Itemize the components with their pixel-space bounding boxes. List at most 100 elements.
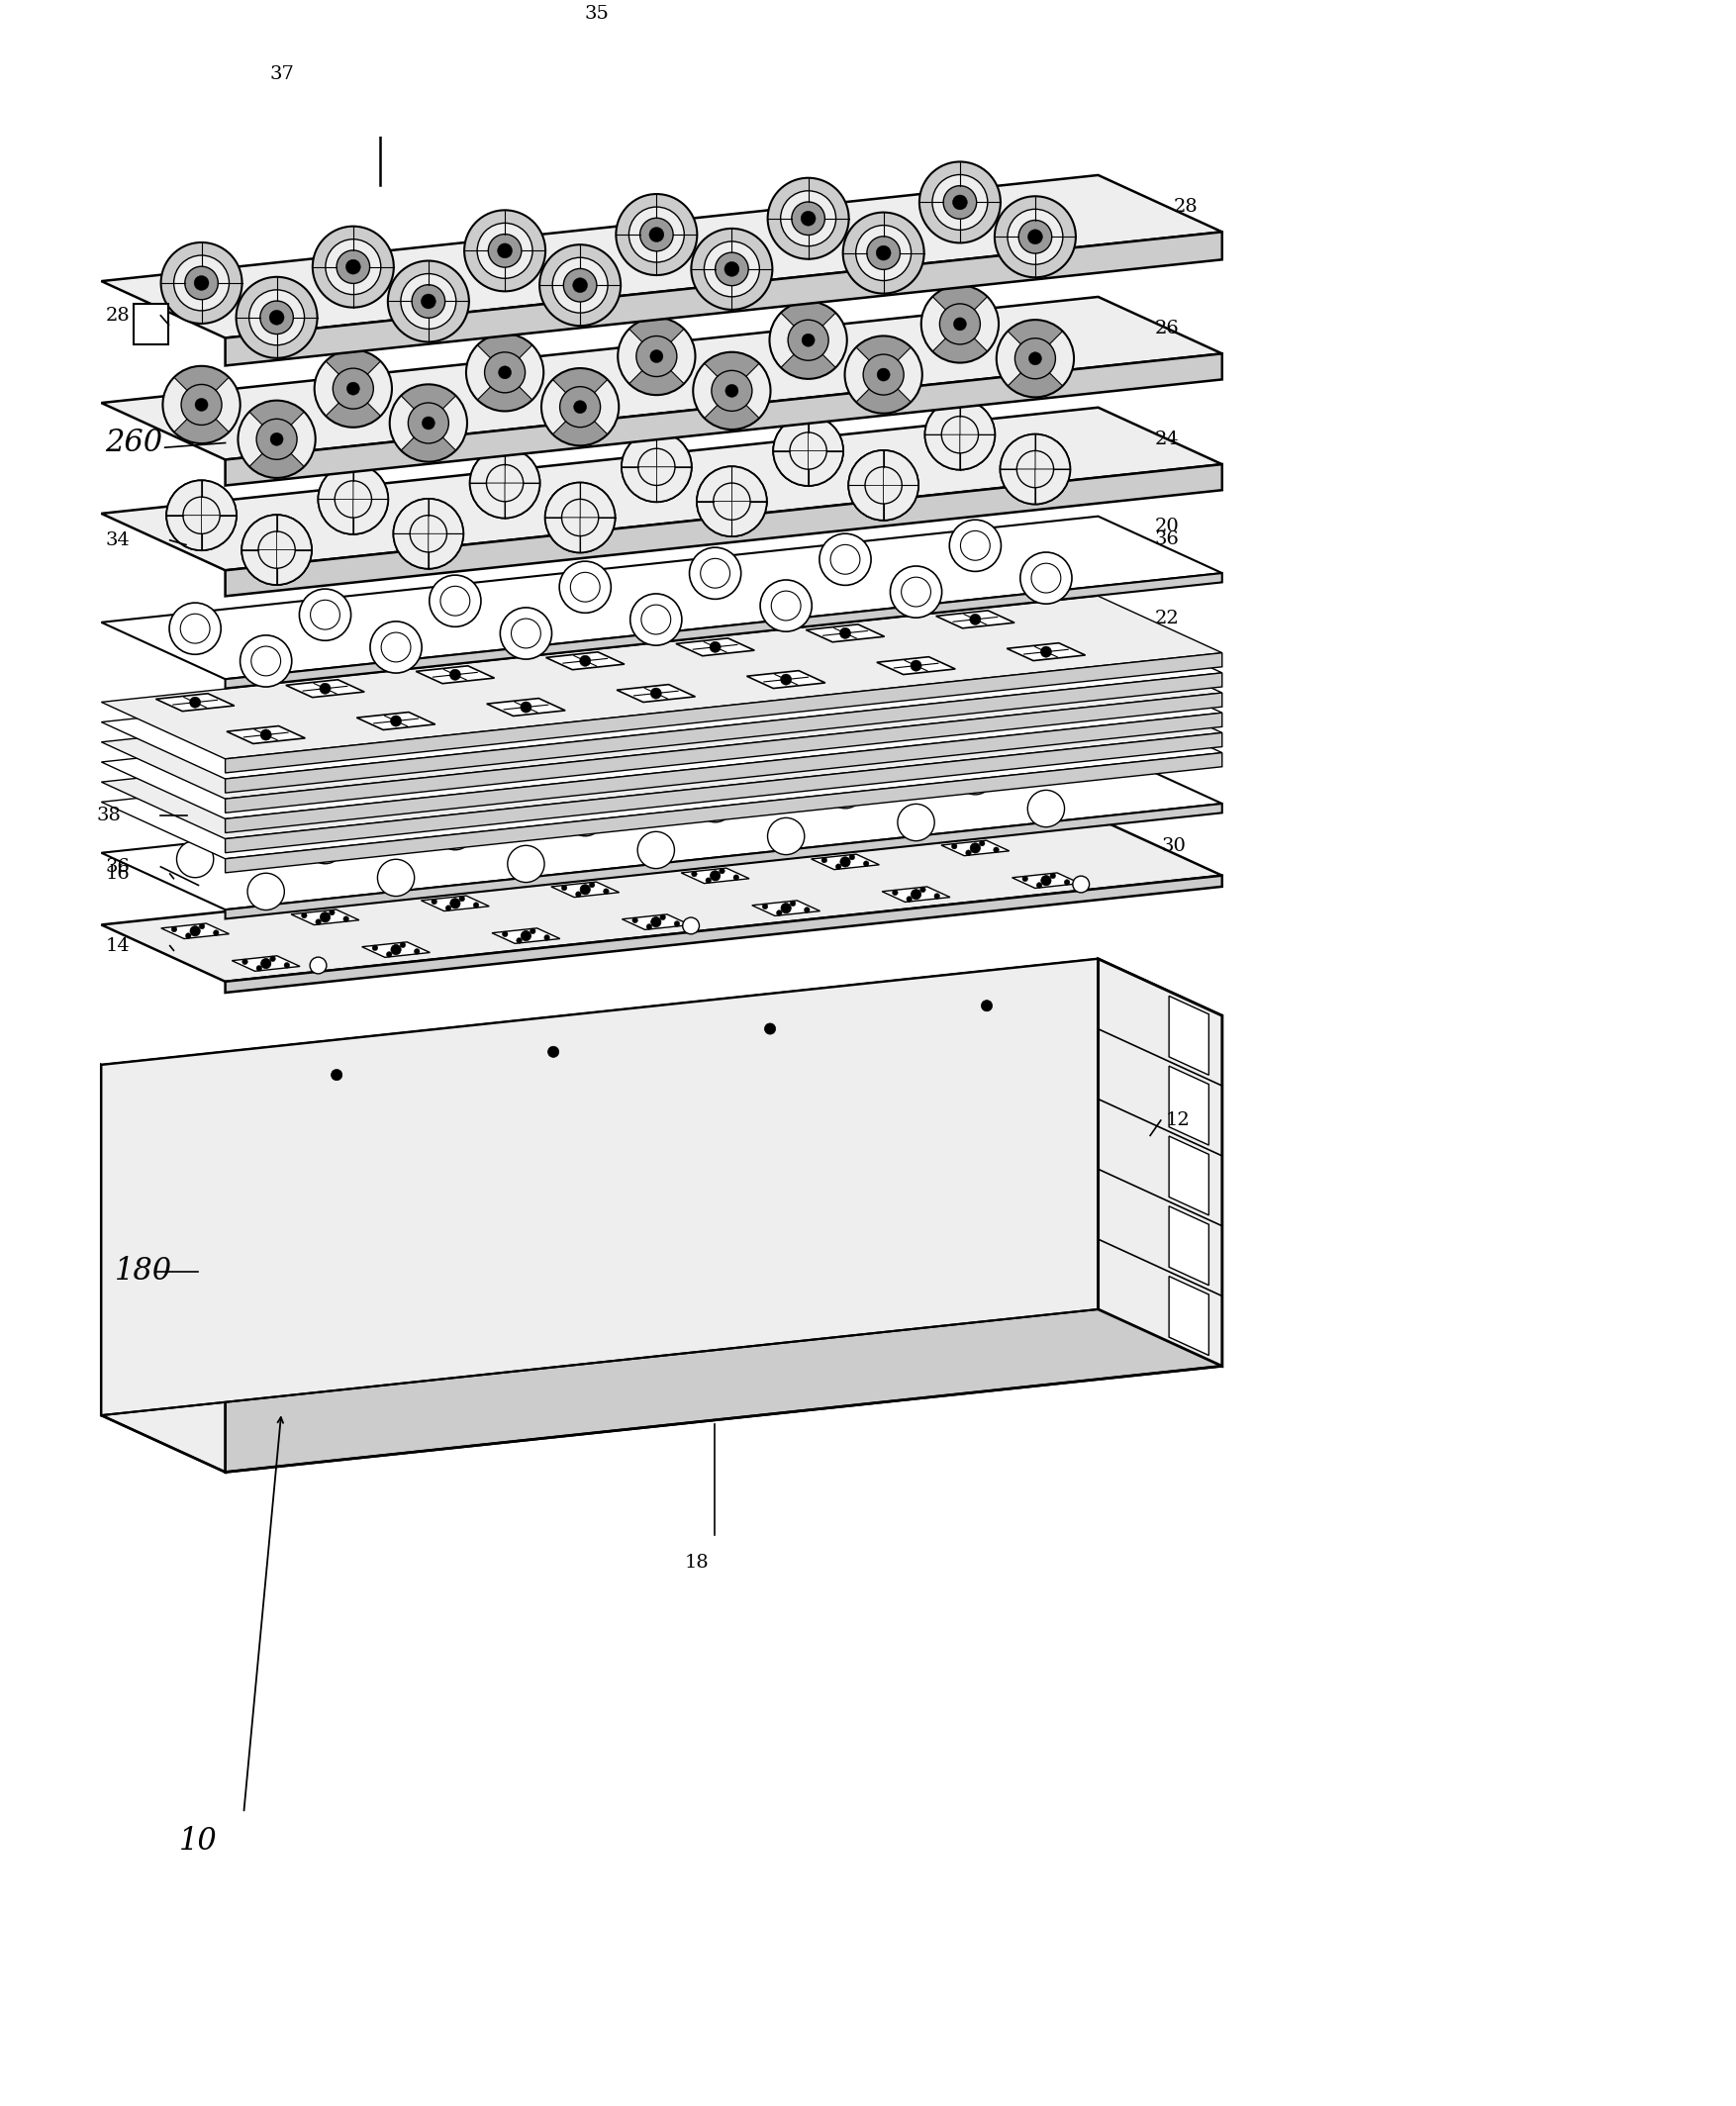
Circle shape bbox=[260, 729, 271, 741]
Circle shape bbox=[821, 857, 826, 863]
Circle shape bbox=[243, 958, 248, 965]
Text: 38: 38 bbox=[95, 807, 122, 826]
Polygon shape bbox=[1099, 958, 1222, 1367]
Circle shape bbox=[641, 604, 670, 634]
Circle shape bbox=[559, 388, 601, 428]
Circle shape bbox=[311, 600, 340, 630]
Polygon shape bbox=[101, 958, 1099, 1415]
Circle shape bbox=[460, 895, 465, 901]
Circle shape bbox=[863, 861, 870, 866]
Circle shape bbox=[906, 897, 911, 901]
Circle shape bbox=[767, 177, 849, 259]
Circle shape bbox=[488, 234, 521, 267]
Wedge shape bbox=[552, 369, 608, 406]
Circle shape bbox=[1040, 647, 1052, 657]
Wedge shape bbox=[733, 501, 767, 537]
Circle shape bbox=[182, 497, 220, 533]
Circle shape bbox=[240, 636, 292, 687]
Text: 36: 36 bbox=[106, 857, 130, 876]
Wedge shape bbox=[1035, 331, 1075, 385]
Circle shape bbox=[1042, 876, 1050, 887]
Polygon shape bbox=[882, 887, 950, 901]
Wedge shape bbox=[733, 364, 771, 419]
Circle shape bbox=[347, 381, 359, 396]
Circle shape bbox=[819, 533, 871, 585]
Polygon shape bbox=[1007, 642, 1085, 661]
Circle shape bbox=[943, 185, 977, 219]
Polygon shape bbox=[292, 910, 359, 925]
Polygon shape bbox=[1012, 872, 1080, 889]
Circle shape bbox=[981, 1000, 993, 1011]
Circle shape bbox=[800, 211, 816, 225]
Wedge shape bbox=[960, 297, 998, 352]
Wedge shape bbox=[1035, 470, 1069, 503]
Polygon shape bbox=[550, 882, 620, 897]
Wedge shape bbox=[856, 337, 911, 375]
Circle shape bbox=[516, 937, 523, 943]
Wedge shape bbox=[656, 432, 691, 468]
Wedge shape bbox=[174, 404, 229, 444]
Polygon shape bbox=[161, 922, 229, 939]
Wedge shape bbox=[580, 379, 618, 434]
Circle shape bbox=[764, 1024, 776, 1034]
Wedge shape bbox=[201, 516, 236, 550]
Circle shape bbox=[724, 261, 740, 276]
Wedge shape bbox=[477, 373, 533, 411]
Wedge shape bbox=[552, 406, 608, 446]
Wedge shape bbox=[394, 533, 429, 569]
Circle shape bbox=[1266, 21, 1288, 44]
Circle shape bbox=[429, 575, 481, 628]
Circle shape bbox=[637, 832, 675, 868]
Text: 14: 14 bbox=[106, 937, 130, 954]
Circle shape bbox=[450, 670, 460, 680]
Text: 35: 35 bbox=[583, 4, 609, 23]
Circle shape bbox=[345, 259, 361, 274]
Wedge shape bbox=[849, 484, 884, 520]
Circle shape bbox=[773, 415, 844, 486]
Wedge shape bbox=[621, 468, 656, 501]
Circle shape bbox=[271, 432, 283, 446]
Circle shape bbox=[344, 916, 349, 922]
Circle shape bbox=[470, 449, 540, 518]
Polygon shape bbox=[877, 657, 955, 674]
Polygon shape bbox=[226, 463, 1222, 596]
Circle shape bbox=[545, 482, 615, 552]
Circle shape bbox=[248, 874, 285, 910]
Circle shape bbox=[177, 840, 214, 878]
Wedge shape bbox=[545, 518, 580, 552]
Circle shape bbox=[562, 499, 599, 537]
Wedge shape bbox=[238, 413, 276, 468]
Circle shape bbox=[1028, 230, 1043, 244]
Circle shape bbox=[781, 674, 792, 684]
Wedge shape bbox=[925, 400, 960, 434]
Polygon shape bbox=[233, 956, 300, 971]
Circle shape bbox=[604, 889, 609, 895]
Polygon shape bbox=[226, 876, 1222, 992]
Circle shape bbox=[399, 941, 406, 948]
Circle shape bbox=[391, 716, 401, 727]
Circle shape bbox=[408, 402, 448, 444]
Circle shape bbox=[437, 813, 474, 851]
Wedge shape bbox=[250, 400, 304, 440]
Circle shape bbox=[382, 632, 411, 661]
Polygon shape bbox=[101, 1066, 226, 1472]
Circle shape bbox=[649, 350, 663, 362]
Polygon shape bbox=[226, 1015, 1222, 1472]
Circle shape bbox=[792, 202, 825, 236]
Polygon shape bbox=[752, 901, 819, 916]
Wedge shape bbox=[809, 451, 844, 486]
Circle shape bbox=[446, 906, 451, 912]
Polygon shape bbox=[356, 712, 436, 731]
Circle shape bbox=[194, 398, 208, 411]
Circle shape bbox=[415, 948, 420, 954]
Polygon shape bbox=[681, 868, 750, 882]
Polygon shape bbox=[101, 819, 1222, 981]
Text: 36: 36 bbox=[1154, 531, 1179, 550]
Wedge shape bbox=[925, 434, 960, 470]
Wedge shape bbox=[696, 501, 733, 537]
Circle shape bbox=[549, 1047, 559, 1057]
Circle shape bbox=[194, 276, 208, 291]
Wedge shape bbox=[1000, 470, 1035, 503]
Circle shape bbox=[979, 840, 984, 847]
Circle shape bbox=[241, 514, 312, 585]
